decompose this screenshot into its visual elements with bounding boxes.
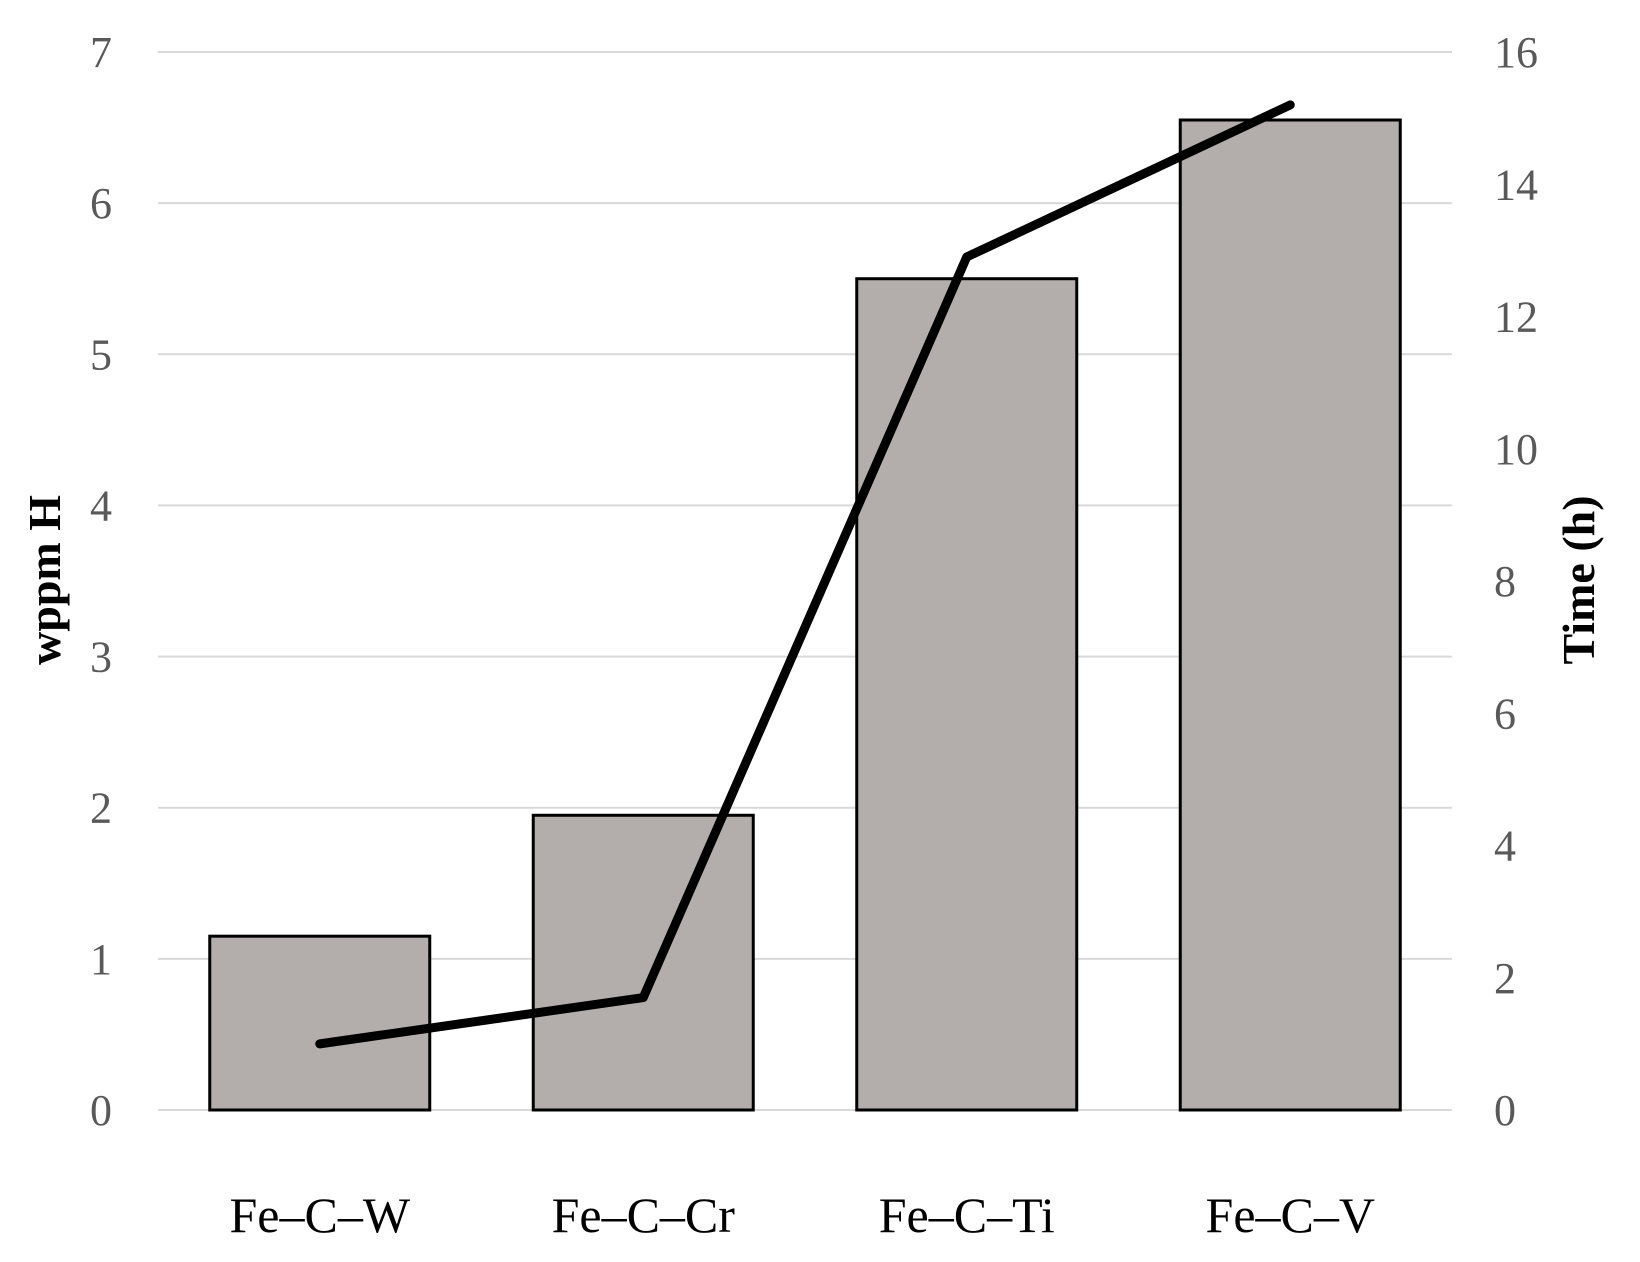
bar bbox=[1178, 118, 1402, 1112]
right-tick-label: 14 bbox=[1494, 160, 1538, 209]
right-tick-label: 2 bbox=[1494, 954, 1516, 1003]
left-tick-label: 5 bbox=[90, 330, 112, 379]
right-tick-label: 6 bbox=[1494, 689, 1516, 738]
bar bbox=[855, 277, 1079, 1112]
bar-series bbox=[208, 118, 1402, 1112]
right-tick-label: 12 bbox=[1494, 293, 1538, 342]
category-label: Fe–C–W bbox=[229, 1187, 410, 1243]
category-label: Fe–C–Ti bbox=[879, 1187, 1055, 1243]
left-tick-label: 1 bbox=[90, 935, 112, 984]
right-tick-label: 16 bbox=[1494, 28, 1538, 77]
left-axis-title: wppm H bbox=[19, 495, 70, 665]
left-tick-label: 2 bbox=[90, 784, 112, 833]
right-axis-title: Time (h) bbox=[1553, 495, 1604, 664]
bar bbox=[208, 934, 432, 1112]
left-tick-label: 0 bbox=[90, 1086, 112, 1135]
time-line bbox=[315, 100, 1295, 1049]
category-labels: Fe–C–W Fe–C–Cr Fe–C–Ti Fe–C–V bbox=[229, 1187, 1375, 1243]
left-tick-label: 4 bbox=[90, 481, 112, 530]
left-axis-ticks: 0 1 2 3 4 5 6 7 bbox=[90, 28, 112, 1135]
right-tick-label: 8 bbox=[1494, 557, 1516, 606]
bar bbox=[531, 813, 755, 1112]
category-label: Fe–C–V bbox=[1206, 1187, 1375, 1243]
line-series bbox=[315, 100, 1295, 1049]
right-tick-label: 0 bbox=[1494, 1086, 1516, 1135]
left-tick-label: 3 bbox=[90, 633, 112, 682]
right-tick-label: 10 bbox=[1494, 425, 1538, 474]
left-tick-label: 6 bbox=[90, 179, 112, 228]
left-tick-label: 7 bbox=[90, 28, 112, 77]
category-label: Fe–C–Cr bbox=[552, 1187, 736, 1243]
right-axis-ticks: 0 2 4 6 8 10 12 14 16 bbox=[1494, 28, 1538, 1135]
right-tick-label: 4 bbox=[1494, 822, 1516, 871]
